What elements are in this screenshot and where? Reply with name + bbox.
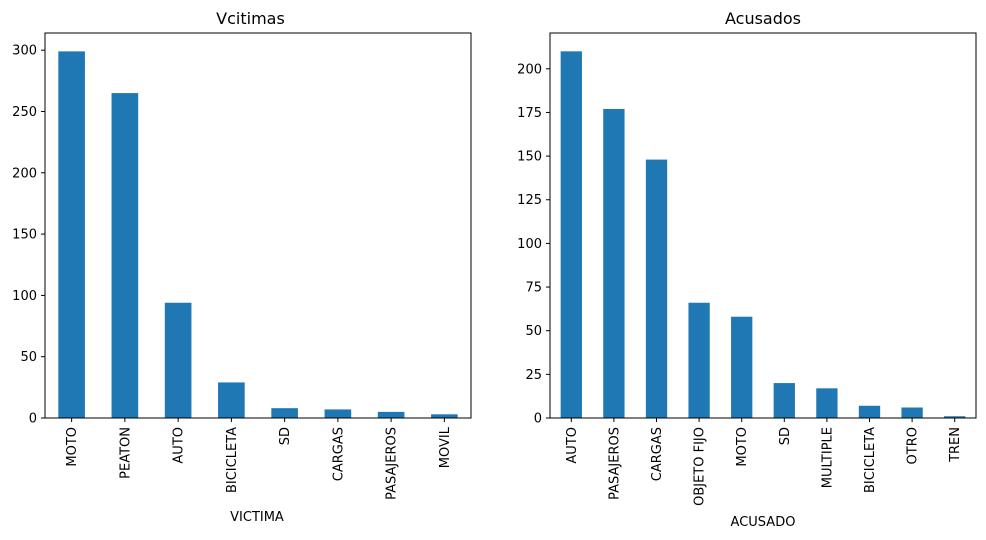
acusados-x-ticks: AUTO PASAJEROS CARGAS OBJETO FIJO MOTO SD MULT… — [565, 418, 963, 506]
acusados-chart-title: Acusados — [725, 9, 801, 28]
victimas-bar-4 — [271, 408, 298, 418]
acusados-bar-7 — [858, 405, 881, 418]
victimas-y-tick-label-3: 150 — [12, 228, 37, 243]
acusados-chart: Acusados ACUSADO 0255075100125150175200 … — [517, 9, 977, 530]
victimas-y-tick-label-6: 300 — [12, 44, 37, 59]
acusados-y-tick-label-1: 25 — [525, 368, 542, 383]
victimas-x-tick-label-0: MOTO — [65, 427, 80, 467]
victimas-x-tick-label-2: AUTO — [172, 427, 187, 464]
acusados-x-tick-label-3: OBJETO FIJO — [693, 427, 708, 506]
acusados-bar-4 — [731, 316, 753, 418]
acusados-x-tick-label-9: TREN — [948, 427, 963, 463]
acusados-bar-6 — [816, 388, 838, 418]
acusados-x-tick-label-0: AUTO — [565, 427, 580, 464]
victimas-bar-6 — [377, 411, 405, 418]
acusados-y-tick-label-4: 100 — [517, 237, 542, 252]
victimas-bar-5 — [324, 409, 352, 418]
victimas-x-tick-label-6: PASAJEROS — [385, 427, 400, 500]
victimas-y-tick-label-5: 250 — [12, 105, 37, 120]
acusados-bars — [560, 51, 966, 418]
acusados-y-tick-label-6: 150 — [517, 150, 542, 165]
acusados-x-tick-label-2: CARGAS — [650, 427, 665, 481]
acusados-y-tick-label-8: 200 — [517, 62, 542, 77]
victimas-bar-3 — [218, 382, 245, 418]
victimas-x-tick-label-3: BICICLETA — [225, 427, 240, 493]
acusados-x-tick-label-5: SD — [778, 427, 793, 445]
acusados-x-tick-label-7: BICICLETA — [863, 427, 878, 493]
acusados-y-tick-label-5: 125 — [517, 193, 542, 208]
victimas-y-tick-label-0: 0 — [29, 412, 37, 427]
acusados-bar-9 — [944, 416, 966, 418]
victimas-bars — [58, 51, 458, 418]
acusados-x-tick-label-1: PASAJEROS — [607, 427, 622, 500]
acusados-bar-8 — [901, 407, 923, 418]
acusados-y-tick-label-2: 50 — [525, 324, 542, 339]
acusados-bar-2 — [645, 159, 668, 418]
victimas-bar-1 — [111, 93, 139, 418]
victimas-x-tick-label-7: MOVIL — [438, 426, 453, 468]
acusados-plot-frame — [549, 32, 977, 419]
acusados-x-tick-label-8: OTRO — [906, 427, 921, 464]
victimas-y-tick-label-1: 50 — [20, 350, 37, 365]
victimas-plot-frame — [44, 32, 472, 419]
acusados-y-tick-label-7: 175 — [517, 106, 542, 121]
acusados-x-tick-label-4: MOTO — [735, 427, 750, 467]
victimas-x-ticks: MOTO PEATON AUTO BICICLETA SD CARGAS PASAJEROS… — [65, 418, 453, 500]
acusados-y-ticks: 0 25 50 75 100 125 150 175 200 — [517, 62, 550, 427]
victimas-chart-title: Vcitimas — [216, 9, 285, 28]
victimas-x-axis-label: VICTIMA — [230, 510, 284, 525]
acusados-bar-5 — [773, 383, 795, 418]
acusados-bar-3 — [688, 302, 710, 418]
acusados-x-tick-label-6: MULTIPLE — [820, 427, 835, 488]
victimas-bar-2 — [164, 302, 192, 418]
victimas-bar-7 — [431, 414, 458, 418]
acusados-y-tick-label-0: 0 — [534, 412, 542, 427]
acusados-x-axis-label: ACUSADO — [731, 515, 796, 530]
acusados-bar-1 — [603, 108, 625, 418]
acusados-y-tick-label-3: 75 — [525, 281, 542, 296]
victimas-y-ticks: 0 50 100 150 200 250 300 — [12, 44, 45, 427]
victimas-x-tick-label-4: SD — [278, 427, 293, 445]
victimas-x-tick-label-1: PEATON — [118, 427, 133, 479]
victimas-x-tick-label-5: CARGAS — [331, 427, 346, 481]
victimas-bar-0 — [58, 51, 85, 418]
victimas-chart: Vcitimas VICTIMA 0 50 100 150 200 250 300 MOTO… — [12, 9, 472, 525]
victimas-y-tick-label-4: 200 — [12, 166, 37, 181]
victimas-y-tick-label-2: 100 — [12, 289, 37, 304]
acusados-bar-0 — [560, 51, 582, 418]
